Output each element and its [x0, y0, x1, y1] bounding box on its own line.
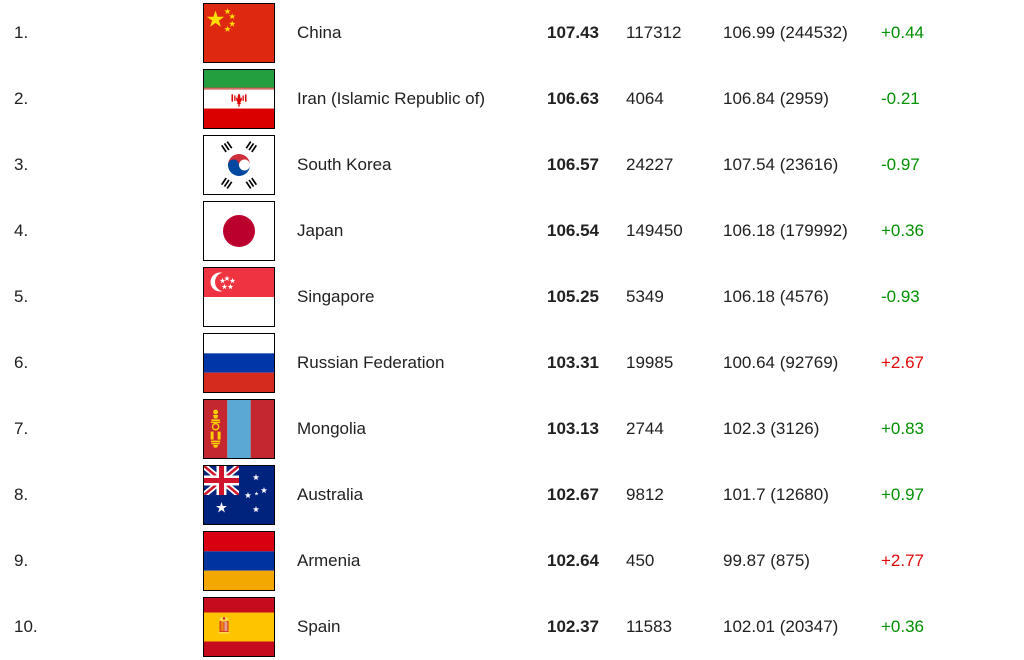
table-row[interactable]: 8. Australia 102.67 9812 101.7 (12680) +0.97 [0, 462, 1024, 528]
count-cell: 11583 [626, 617, 673, 636]
count-cell: 149450 [626, 221, 683, 240]
flag-cell [203, 396, 286, 462]
table-row[interactable]: 9. Armenia 102.64 450 99.87 (875) +2.77 [0, 528, 1024, 594]
value-cell: 102.64 [547, 551, 599, 570]
count-cell: 9812 [626, 485, 664, 504]
previous-value-cell: 106.18 (4576) [723, 287, 829, 306]
flag-cell [203, 264, 286, 330]
country-name[interactable]: South Korea [297, 155, 392, 174]
table-row[interactable]: 6. Russian Federation 103.31 19985 100.64 (… [0, 330, 1024, 396]
country-name[interactable]: Australia [297, 485, 364, 504]
value-cell: 106.57 [547, 155, 599, 174]
previous-value-cell: 106.18 (179992) [723, 221, 848, 240]
count-cell: 5349 [626, 287, 664, 306]
value-cell: 107.43 [547, 23, 599, 42]
table-row[interactable]: 5. Singapore 105.25 5349 106.18 (4576) -0.93 [0, 264, 1024, 330]
rank-cell: 2. [14, 89, 29, 108]
country-name[interactable]: China [297, 23, 342, 42]
rank-cell: 4. [14, 221, 29, 240]
flag-australia-icon [203, 465, 275, 525]
flag-cell [203, 330, 286, 396]
count-cell: 450 [626, 551, 655, 570]
change-cell: +2.67 [881, 353, 925, 372]
flag-cell [203, 198, 286, 264]
value-cell: 106.63 [547, 89, 599, 108]
value-cell: 102.67 [547, 485, 599, 504]
rank-cell: 1. [14, 23, 29, 42]
country-name[interactable]: Singapore [297, 287, 375, 306]
previous-value-cell: 107.54 (23616) [723, 155, 839, 174]
value-cell: 105.25 [547, 287, 599, 306]
count-cell: 4064 [626, 89, 664, 108]
previous-value-cell: 102.01 (20347) [723, 617, 839, 636]
flag-cell [203, 594, 286, 660]
flag-china-icon [203, 3, 275, 63]
change-cell: +0.36 [881, 617, 925, 636]
rank-cell: 8. [14, 485, 29, 504]
table-row[interactable]: 2. Iran (Islamic Republic of) 106.63 4064 1… [0, 66, 1024, 132]
count-cell: 117312 [626, 23, 682, 42]
flag-japan-icon [203, 201, 275, 261]
change-cell: +0.97 [881, 485, 925, 504]
previous-value-cell: 100.64 (92769) [723, 353, 839, 372]
country-name[interactable]: Armenia [297, 551, 361, 570]
rank-cell: 9. [14, 551, 29, 570]
country-name[interactable]: Japan [297, 221, 344, 240]
rank-cell: 7. [14, 419, 29, 438]
value-cell: 106.54 [547, 221, 599, 240]
previous-value-cell: 106.84 (2959) [723, 89, 829, 108]
rank-cell: 6. [14, 353, 29, 372]
flag-spain-icon [203, 597, 275, 657]
change-cell: -0.21 [881, 89, 920, 108]
table-row[interactable]: 1. China 107.43 117312 106.99 (244532) +0.44 [0, 0, 1024, 66]
change-cell: +0.44 [881, 23, 925, 42]
rank-cell: 10. [14, 617, 38, 636]
count-cell: 2744 [626, 419, 664, 438]
country-name[interactable]: Russian Federation [297, 353, 445, 372]
count-cell: 24227 [626, 155, 674, 174]
rank-cell: 3. [14, 155, 29, 174]
flag-iran-icon [203, 69, 275, 129]
flag-russian-federation-icon [203, 333, 275, 393]
flag-cell [203, 528, 286, 594]
flag-singapore-icon [203, 267, 275, 327]
table-row[interactable]: 4. Japan 106.54 149450 106.18 (179992) +0.36 [0, 198, 1024, 264]
previous-value-cell: 106.99 (244532) [723, 23, 848, 42]
previous-value-cell: 101.7 (12680) [723, 485, 829, 504]
previous-value-cell: 99.87 (875) [723, 551, 810, 570]
change-cell: -0.93 [881, 287, 920, 306]
flag-south-korea-icon [203, 135, 275, 195]
count-cell: 19985 [626, 353, 674, 372]
rank-cell: 5. [14, 287, 29, 306]
change-cell: +2.77 [881, 551, 925, 570]
country-name[interactable]: Mongolia [297, 419, 366, 438]
change-cell: +0.36 [881, 221, 925, 240]
change-cell: +0.83 [881, 419, 925, 438]
flag-cell [203, 66, 286, 132]
value-cell: 103.13 [547, 419, 599, 438]
flag-cell [203, 132, 286, 198]
country-name[interactable]: Spain [297, 617, 341, 636]
value-cell: 103.31 [547, 353, 599, 372]
flag-mongolia-icon [203, 399, 275, 459]
flag-cell [203, 0, 286, 66]
country-name[interactable]: Iran (Islamic Republic of) [297, 89, 486, 108]
table-row[interactable]: 3. South Korea 106.57 24227 107.54 (23616) -… [0, 132, 1024, 198]
table-row[interactable]: 7. Mongolia 103.13 2744 102.3 (3126) +0.83 [0, 396, 1024, 462]
change-cell: -0.97 [881, 155, 920, 174]
table-row[interactable]: 10. Spain 102.37 11583 102.01 (20347) +0.36 [0, 594, 1024, 660]
flag-cell [203, 462, 286, 528]
flag-armenia-icon [203, 531, 275, 591]
previous-value-cell: 102.3 (3126) [723, 419, 820, 438]
value-cell: 102.37 [547, 617, 599, 636]
